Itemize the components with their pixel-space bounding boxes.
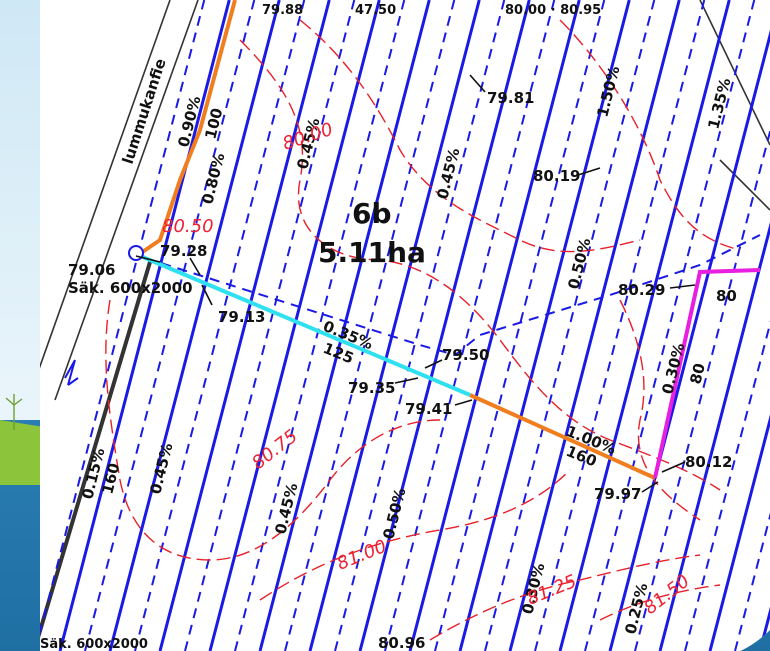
field-area: 5.11ha	[318, 236, 426, 269]
flow-arrow-icon	[64, 359, 79, 386]
pipe-size-label: 80	[686, 361, 709, 386]
drain-lateral	[358, 0, 531, 651]
elevation-label: 80.12	[685, 453, 732, 471]
elevation-label: 80.19	[533, 167, 580, 185]
drain-lateral	[58, 0, 231, 651]
elevation-label: 79.35	[348, 379, 395, 397]
drain-lateral	[408, 0, 581, 651]
elevation-label: 79.13	[218, 308, 265, 326]
field-boundary	[144, 234, 761, 357]
pipe-size-label: 80	[716, 287, 737, 305]
elevation-label: 79.06	[68, 261, 115, 279]
drain-lateral	[708, 0, 770, 651]
top-label-3: 80.00 · 80.95	[505, 3, 601, 18]
drain-lateral	[508, 0, 681, 651]
drain-lateral	[258, 0, 431, 651]
field-id: 6b	[352, 197, 392, 230]
main-pipe-orange-north	[136, 0, 237, 257]
elevation-label: 79.50	[442, 346, 489, 364]
main-pipes	[136, 0, 761, 480]
drain-lateral	[558, 0, 731, 651]
contour-label: 80.50	[162, 216, 214, 237]
top-label-2: 47.50	[355, 3, 396, 18]
elevation-label: 80.29	[618, 281, 665, 299]
drain-label: Säk. 600x2000	[68, 279, 193, 297]
drain-lateral	[308, 0, 481, 651]
main-pipe-magenta	[653, 268, 761, 479]
drain-lateral	[108, 0, 281, 651]
drain-lateral	[658, 0, 770, 651]
elevation-label: 79.97	[594, 485, 641, 503]
road-edge-lines	[40, 0, 770, 651]
elevation-label: 79.28	[160, 242, 207, 260]
top-label-1: 79.88	[262, 3, 303, 18]
drain-lateral	[158, 0, 331, 651]
elevation-label: 79.41	[405, 400, 452, 418]
pointer-arrows	[135, 74, 696, 493]
drain-laterals	[58, 0, 770, 651]
main-pipe-orange-south	[469, 393, 656, 480]
drain-lateral	[608, 0, 770, 651]
contour-lines	[105, 19, 741, 641]
drain-lateral	[208, 0, 381, 651]
main-pipe-cyan	[137, 253, 471, 397]
wind-turbine-icon	[5, 394, 23, 430]
elevation-label: 80.96	[378, 634, 425, 651]
drain-lateral	[458, 0, 631, 651]
elevation-label: 79.81	[487, 89, 534, 107]
drain-label: Säk. 600x2000	[40, 637, 148, 651]
